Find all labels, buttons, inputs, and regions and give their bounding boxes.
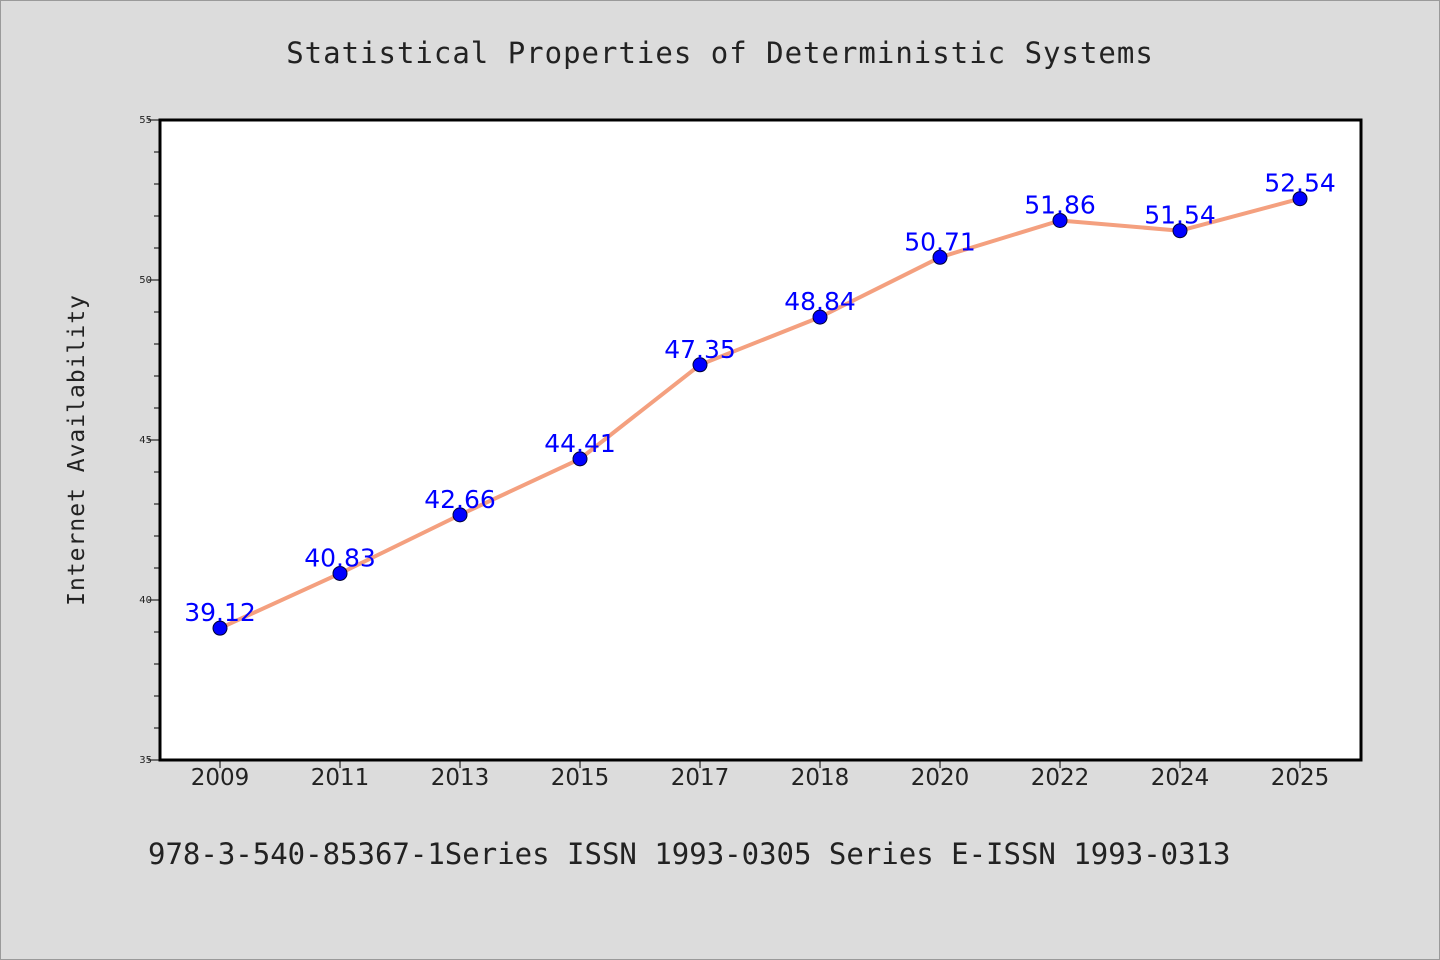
data-label: 51.86 [1024,190,1096,219]
x-tick-label: 2025 [1271,765,1330,791]
x-tick-label: 2020 [911,765,970,791]
chart-title: Statistical Properties of Deterministic … [286,36,1154,70]
series-line-group [212,191,1308,636]
x-tick-label: 2017 [671,765,730,791]
data-label: 51.54 [1144,201,1216,230]
y-tick-label: 55 [139,115,152,126]
data-point [452,507,468,523]
y-tick-label: 40 [139,595,152,606]
data-point [332,565,348,581]
x-tick-label: 2024 [1151,765,1210,791]
x-axis-ticks: 2009 2011 2013 2015 2017 2018 2020 2022 2024 2025 [191,760,1330,791]
x-tick-label: 2015 [551,765,610,791]
footer-text: 978-3-540-85367-1Series ISSN 1993-0305 S… [148,837,1231,871]
data-label: 40.83 [304,543,376,572]
y-tick-label: 50 [139,275,152,286]
data-point [692,357,708,373]
data-label: 52.54 [1264,169,1336,198]
plot-area [158,118,1363,762]
data-point [1292,191,1308,207]
y-tick-label: 35 [139,755,152,766]
x-tick-label: 2022 [1031,765,1090,791]
data-label: 47.35 [664,335,736,364]
data-label: 50.71 [904,227,976,256]
x-tick-label: 2011 [311,765,370,791]
data-label: 39.12 [184,598,256,627]
data-point [812,309,828,325]
y-axis-label: Internet Availability [64,294,90,606]
data-labels-group: 39.12 40.83 42.66 44.41 47.35 48.84 50.71 51.86… [184,169,1336,627]
data-label: 44.41 [544,429,616,458]
x-tick-label: 2009 [191,765,250,791]
data-point [1172,223,1188,239]
x-tick-label: 2013 [431,765,490,791]
data-point [572,451,588,467]
y-tick-label: 45 [139,435,152,446]
x-tick-label: 2018 [791,765,850,791]
series-line [218,196,1302,631]
y-axis-ticks: 35 40 45 50 55 [139,115,160,766]
data-point [1052,212,1068,228]
data-label: 42.66 [424,485,496,514]
data-label: 48.84 [784,287,856,316]
data-point [932,249,948,265]
data-point [212,620,228,636]
